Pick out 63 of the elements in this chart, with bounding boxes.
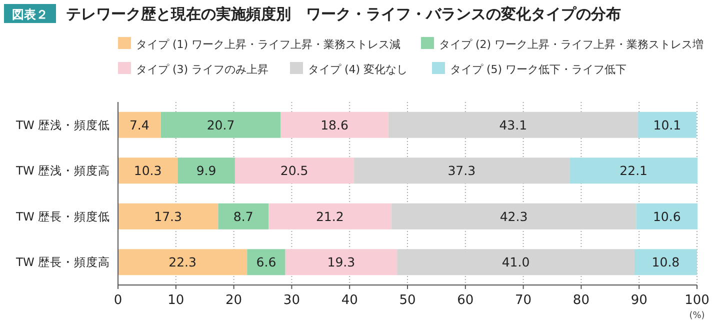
bar bbox=[388, 112, 638, 138]
data-label: 43.1 bbox=[499, 117, 528, 132]
chart-title: テレワーク歴と現在の実施頻度別 ワーク・ライフ・バランスの変化タイプの分布 bbox=[66, 5, 621, 23]
y-tick-label: TW 歴浅・頻度高 bbox=[14, 164, 110, 178]
data-label: 22.3 bbox=[168, 254, 196, 270]
data-label: 9.9 bbox=[196, 163, 216, 178]
bar bbox=[280, 112, 388, 138]
bar bbox=[118, 112, 161, 138]
data-label: 37.3 bbox=[448, 163, 476, 178]
x-axis-title: (%) bbox=[689, 311, 705, 321]
bar bbox=[118, 203, 218, 230]
data-label: 20.5 bbox=[280, 163, 308, 178]
data-label: 41.0 bbox=[502, 254, 530, 270]
legend-label: タイプ (3) ライフのみ上昇 bbox=[136, 63, 269, 76]
x-tick-label: 70 bbox=[515, 293, 532, 308]
bar bbox=[118, 249, 248, 276]
data-label: 10.8 bbox=[652, 254, 680, 270]
x-tick-label: 30 bbox=[283, 293, 300, 308]
x-tick-label: 60 bbox=[457, 293, 474, 308]
bar bbox=[638, 112, 696, 138]
x-tick-label: 100 bbox=[684, 293, 710, 308]
bar bbox=[247, 249, 286, 276]
data-label: 20.7 bbox=[206, 117, 235, 132]
legend-label: タイプ (2) ワーク上昇・ライフ上昇・業務ストレス増 bbox=[439, 38, 704, 51]
bar bbox=[636, 203, 698, 230]
data-label: 21.2 bbox=[316, 208, 344, 224]
data-label: 42.3 bbox=[500, 208, 528, 224]
y-tick-label: TW 歴長・頻度低 bbox=[14, 209, 110, 224]
legend-label: タイプ (5) ワーク低下・ライフ低下 bbox=[450, 63, 627, 76]
x-tick-label: 80 bbox=[572, 293, 590, 308]
x-tick-label: 20 bbox=[226, 293, 242, 308]
text: 図表２ bbox=[12, 8, 48, 22]
data-label: 10.1 bbox=[653, 117, 682, 132]
bar bbox=[285, 249, 398, 276]
bar bbox=[118, 158, 178, 184]
data-label: 22.1 bbox=[620, 163, 648, 178]
legend-label: タイプ (1) ワーク上昇・ライフ上昇・業務ストレス減 bbox=[136, 38, 401, 51]
y-tick-label: TW 歴長・頻度高 bbox=[14, 255, 110, 270]
bar bbox=[234, 158, 354, 184]
bar bbox=[268, 203, 392, 230]
bar bbox=[354, 158, 570, 184]
x-tick-label: 10 bbox=[168, 293, 184, 308]
data-label: 7.4 bbox=[129, 117, 150, 132]
data-label: 19.3 bbox=[327, 254, 356, 270]
x-tick-label: 40 bbox=[341, 293, 358, 308]
bar bbox=[178, 158, 235, 184]
data-label: 18.6 bbox=[320, 117, 349, 132]
bar bbox=[218, 203, 269, 230]
data-label: 10.3 bbox=[134, 163, 162, 178]
x-tick-label: 90 bbox=[630, 293, 648, 308]
data-label: 8.7 bbox=[233, 208, 254, 224]
bar bbox=[397, 249, 634, 276]
bar bbox=[160, 112, 281, 138]
data-label: 6.6 bbox=[256, 254, 276, 270]
y-tick-label: TW 歴浅・頻度低 bbox=[14, 118, 110, 132]
x-tick-label: 0 bbox=[114, 293, 122, 308]
legend-label: タイプ (4) 変化なし bbox=[308, 63, 408, 76]
bar bbox=[570, 158, 698, 184]
bar bbox=[634, 249, 697, 276]
x-tick-label: 50 bbox=[399, 293, 416, 308]
bar bbox=[391, 203, 636, 230]
data-label: 17.3 bbox=[154, 208, 182, 224]
data-label: 10.6 bbox=[652, 208, 681, 224]
